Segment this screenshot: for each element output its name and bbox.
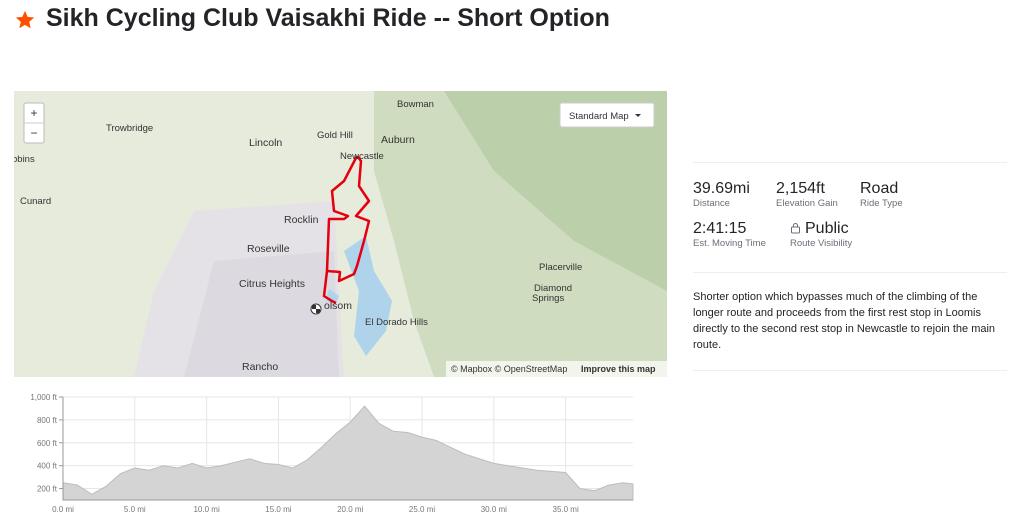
x-tick-label: 15.0 mi [265, 505, 291, 514]
favorite-star[interactable] [14, 9, 36, 31]
stat: Public Route Visibility [790, 220, 852, 249]
zoom-out[interactable]: − [30, 126, 37, 140]
map-label: Springs [532, 293, 564, 304]
map-label: Newcastle [340, 151, 384, 162]
y-tick-label: 1,000 ft [30, 393, 57, 402]
y-tick-label: 200 ft [37, 485, 58, 494]
y-tick-label: 400 ft [37, 462, 58, 471]
stat-value: 2,154ft [776, 180, 825, 197]
route-map[interactable]: + − Standard Map Bowman Trowbridge Gold … [14, 91, 667, 377]
x-tick-label: 10.0 mi [193, 505, 219, 514]
divider [693, 162, 1007, 163]
stat: 2:41:15 Est. Moving Time [693, 220, 766, 249]
map-label: Gold Hill [317, 130, 353, 141]
elevation-area [62, 405, 634, 501]
divider [693, 272, 1007, 273]
stat-value: Public [790, 220, 852, 238]
map-label: Rocklin [284, 214, 319, 226]
map-attribution[interactable]: © Mapbox © OpenStreetMap [451, 364, 567, 374]
stat: 39.69mi Distance [693, 180, 750, 209]
stat: Road Ride Type [860, 180, 903, 209]
x-tick-label: 0.0 mi [52, 505, 74, 514]
map-label: olsom [324, 300, 352, 312]
route-description: Shorter option which bypasses much of th… [693, 291, 996, 351]
lock-icon [791, 223, 800, 234]
map-style-select[interactable] [559, 102, 655, 128]
improve-map-link[interactable]: Improve this map [581, 364, 656, 374]
x-tick-label: 25.0 mi [409, 505, 435, 514]
elevation-chart: 200 ft 400 ft 600 ft 800 ft 1,000 ft 0.0 mi 5.… [30, 393, 634, 514]
stat-label: Elevation Gain [776, 198, 838, 209]
x-tick-label: 20.0 mi [337, 505, 363, 514]
x-tick-label: 5.0 mi [124, 505, 146, 514]
map-label: Auburn [381, 134, 415, 146]
y-tick-label: 600 ft [37, 439, 58, 448]
map-label: bbins [14, 154, 35, 165]
map-label: Trowbridge [106, 123, 153, 134]
map-label: El Dorado Hills [365, 317, 428, 328]
map-label: Bowman [397, 99, 434, 110]
stat-label: Est. Moving Time [693, 238, 766, 249]
stat-label: Route Visibility [790, 238, 853, 249]
map-label: Cunard [20, 196, 51, 207]
stat-value: Road [860, 180, 899, 197]
map-label: Citrus Heights [239, 278, 305, 290]
stat-value: 2:41:15 [693, 220, 747, 237]
stat: 2,154ft Elevation Gain [776, 180, 838, 209]
y-tick-label: 800 ft [37, 416, 58, 425]
map-label: Lincoln [249, 137, 282, 149]
x-tick-label: 35.0 mi [553, 505, 579, 514]
stat-label: Ride Type [860, 198, 903, 209]
map-label: Placerville [539, 262, 582, 273]
map-label: Roseville [247, 243, 290, 255]
zoom-in[interactable]: + [30, 106, 37, 120]
stat-label: Distance [693, 198, 730, 209]
map-label: Rancho [242, 361, 278, 373]
route-title: Sikh Cycling Club Vaisakhi Ride -- Short… [46, 4, 610, 32]
stat-value: 39.69mi [693, 180, 750, 197]
map-label: Diamond [534, 283, 572, 294]
stat-value-text: Public [805, 220, 849, 237]
divider [693, 370, 1007, 371]
x-tick-label: 30.0 mi [481, 505, 507, 514]
map-style-label: Standard Map [569, 111, 629, 122]
